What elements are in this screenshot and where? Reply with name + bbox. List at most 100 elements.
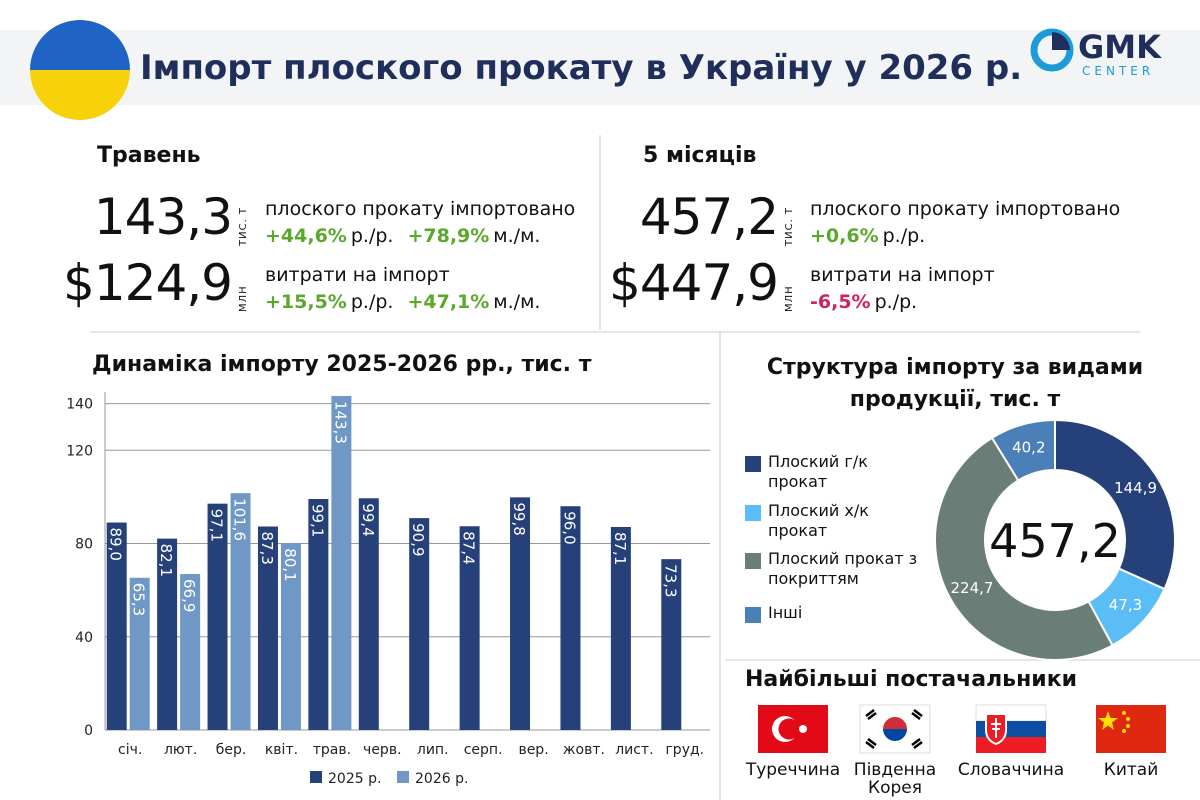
x-tick-label: лист.: [615, 742, 653, 758]
value-label: 65,3: [130, 583, 148, 616]
x-tick-label: черв.: [363, 742, 401, 758]
country-name: Туреччина: [745, 760, 841, 780]
kpi-desc: плоского прокату імпортовано: [810, 198, 1121, 220]
kpi-changes: +15,5% р./р. +47,1% м./м.: [265, 291, 540, 313]
value-label: 101,6: [231, 498, 249, 541]
value-label: 97,1: [208, 509, 226, 542]
change-suffix: р./р.: [874, 291, 918, 313]
change-value: +47,1%: [407, 291, 490, 313]
value-label: 47,3: [1109, 596, 1142, 614]
value-label: 87,3: [258, 532, 276, 565]
legend-label: 2026 р.: [415, 771, 468, 787]
bar: [129, 577, 150, 730]
value-label: 73,3: [661, 564, 679, 597]
header-band: [0, 30, 1200, 105]
x-tick-label: вер.: [518, 742, 548, 758]
logo-text: GMK: [1078, 28, 1161, 66]
bar: [308, 498, 329, 730]
bar: [560, 506, 581, 730]
donut-segment: [934, 436, 1114, 661]
legend-label: Плоский прокат з покриттям: [768, 549, 918, 588]
value-label: 82,1: [157, 544, 175, 577]
bar: [409, 518, 430, 730]
bar: [157, 538, 178, 730]
kpi-desc: витрати на імпорт: [265, 264, 450, 286]
bar: [661, 559, 682, 730]
panel-heading: Травень: [97, 143, 201, 168]
flag-china: [1096, 705, 1166, 753]
value-label: 99,8: [510, 502, 528, 535]
country-name: Південна Корея: [853, 760, 937, 798]
legend-label: Плоский х/к прокат: [768, 501, 869, 540]
bar: [610, 526, 631, 730]
bar: [331, 395, 352, 730]
value-label: 40,2: [1012, 439, 1045, 457]
value-label: 80,1: [281, 548, 299, 581]
x-tick-label: жовт.: [563, 742, 605, 758]
kpi-value: 143,3: [93, 188, 233, 246]
donut-segment: [1054, 418, 1176, 591]
kpi-unit: млн: [784, 285, 795, 312]
change-value: -6,5%: [810, 291, 871, 313]
y-tick-label: 80: [75, 537, 93, 553]
kpi-desc: плоского прокату імпортовано: [265, 198, 576, 220]
y-tick-label: 0: [84, 723, 93, 739]
change-value: +44,6%: [265, 225, 347, 247]
kpi-value: $447,9: [609, 254, 779, 312]
flag-turkey: [758, 705, 828, 753]
x-tick-label: бер.: [216, 742, 247, 758]
x-tick-label: трав.: [313, 742, 351, 758]
flag-korea: [859, 704, 931, 754]
logo-icon: [1030, 28, 1074, 72]
panel-heading: 5 місяців: [643, 143, 757, 168]
chart-title: Структура імпорту за видами продукції, т…: [766, 355, 1144, 412]
value-label: 89,0: [107, 528, 125, 561]
change-suffix: р./р.: [882, 225, 926, 247]
bar: [257, 526, 278, 730]
value-label: 224,7: [951, 579, 994, 597]
legend-label: Плоский г/к прокат: [768, 452, 868, 491]
value-label: 144,9: [1114, 479, 1157, 497]
bar: [358, 498, 379, 730]
change-suffix: р./р.: [350, 291, 394, 313]
legend-swatch: [745, 553, 761, 569]
legend-swatch: [745, 505, 761, 521]
bar: [106, 522, 127, 730]
legend-swatch: [397, 771, 409, 783]
bar: [459, 526, 480, 730]
x-tick-label: серп.: [464, 742, 503, 758]
kpi-unit: тис. т: [238, 206, 249, 246]
chart-title: Динаміка імпорту 2025-2026 рр., тис. т: [92, 352, 592, 377]
x-tick-label: січ.: [118, 742, 142, 758]
value-label: 143,3: [331, 401, 349, 444]
change-value: +78,9%: [407, 225, 490, 247]
legend-label: 2025 р.: [328, 771, 381, 787]
title: Імпорт плоского прокату в Україну у 2026…: [140, 48, 1023, 88]
kpi-changes: -6,5% р./р.: [810, 291, 917, 313]
change-value: +15,5%: [265, 291, 347, 313]
value-label: 99,1: [308, 504, 326, 537]
flag-slovakia: [975, 704, 1047, 753]
legend-swatch: [745, 456, 761, 472]
bar: [207, 503, 228, 730]
value-label: 90,9: [409, 523, 427, 556]
y-tick-label: 40: [75, 630, 93, 646]
kpi-changes: +0,6% р./р.: [810, 225, 925, 247]
legend-label: Інші: [768, 603, 803, 622]
x-tick-label: лип.: [417, 742, 449, 758]
suppliers-heading: Найбільші постачальники: [745, 667, 1078, 692]
kpi-value: $124,9: [63, 254, 233, 312]
legend-swatch: [310, 771, 322, 783]
x-tick-label: груд.: [665, 742, 704, 758]
value-label: 87,1: [611, 532, 629, 565]
center-label: 457,2: [989, 514, 1121, 568]
value-label: 87,4: [460, 531, 478, 564]
change-value: +0,6%: [810, 225, 879, 247]
y-tick-label: 120: [66, 443, 93, 459]
change-suffix: м./м.: [493, 291, 541, 313]
kpi-desc: витрати на імпорт: [810, 264, 995, 286]
x-tick-label: квіт.: [265, 742, 298, 758]
bar: [230, 493, 251, 730]
change-suffix: р./р.: [350, 225, 394, 247]
